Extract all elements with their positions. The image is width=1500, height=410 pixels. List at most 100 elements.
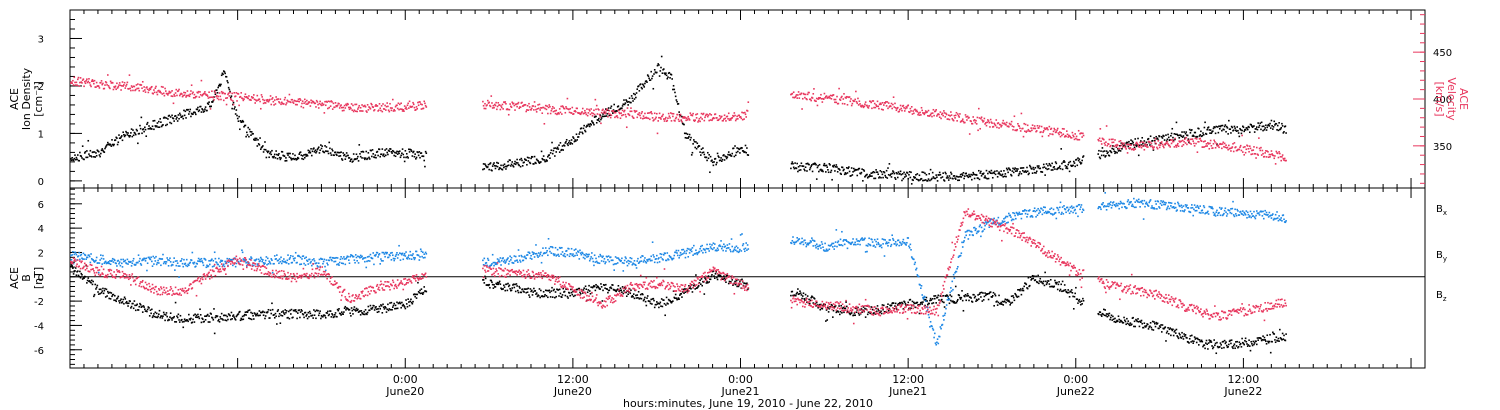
data-point bbox=[869, 100, 872, 103]
data-point bbox=[259, 148, 262, 150]
data-point bbox=[923, 298, 926, 301]
data-point bbox=[980, 291, 983, 294]
data-point bbox=[273, 99, 276, 101]
data-point bbox=[129, 134, 131, 137]
data-point bbox=[183, 109, 185, 112]
data-point bbox=[853, 100, 856, 102]
data-point bbox=[960, 176, 963, 178]
data-point bbox=[982, 120, 985, 122]
data-point bbox=[553, 288, 555, 291]
data-point bbox=[147, 91, 150, 94]
data-point bbox=[1098, 156, 1101, 159]
data-point bbox=[511, 287, 514, 289]
data-point bbox=[808, 168, 811, 171]
data-point bbox=[79, 77, 82, 79]
data-point bbox=[973, 119, 976, 121]
data-point bbox=[186, 319, 189, 322]
data-point bbox=[513, 104, 516, 107]
data-point bbox=[202, 108, 204, 111]
data-point bbox=[1226, 146, 1229, 149]
data-point bbox=[1270, 119, 1273, 122]
data-point bbox=[1008, 299, 1010, 302]
data-point bbox=[484, 107, 487, 110]
data-point bbox=[970, 173, 972, 176]
data-point bbox=[96, 284, 99, 287]
data-point bbox=[107, 290, 109, 293]
data-point bbox=[1061, 162, 1063, 165]
data-point bbox=[959, 296, 961, 299]
data-point bbox=[224, 319, 226, 321]
data-point bbox=[310, 99, 312, 102]
data-point bbox=[99, 292, 101, 295]
data-point bbox=[279, 98, 282, 100]
data-point bbox=[855, 307, 857, 310]
data-point bbox=[523, 291, 525, 293]
data-point bbox=[1144, 143, 1146, 146]
data-point bbox=[1200, 130, 1202, 133]
data-point bbox=[936, 180, 939, 182]
data-point bbox=[1027, 276, 1030, 279]
data-point bbox=[849, 100, 852, 103]
data-point bbox=[711, 159, 713, 162]
data-point bbox=[950, 173, 953, 175]
data-point bbox=[417, 104, 420, 107]
data-point bbox=[360, 150, 363, 153]
data-point bbox=[700, 283, 702, 286]
data-point bbox=[1166, 138, 1169, 141]
data-point bbox=[588, 110, 591, 112]
data-point bbox=[858, 314, 861, 316]
data-point bbox=[1212, 127, 1215, 130]
data-point bbox=[381, 110, 384, 113]
data-point bbox=[225, 319, 228, 322]
data-point bbox=[698, 117, 701, 120]
data-point bbox=[1275, 150, 1278, 153]
data-point bbox=[964, 114, 967, 116]
data-point bbox=[486, 166, 489, 168]
data-point bbox=[965, 299, 968, 302]
data-point bbox=[1049, 164, 1051, 166]
data-point bbox=[90, 80, 93, 83]
data-point bbox=[130, 307, 132, 309]
data-point bbox=[331, 313, 333, 315]
data-point bbox=[669, 77, 671, 79]
data-point bbox=[352, 110, 355, 113]
data-point bbox=[621, 114, 623, 117]
data-point bbox=[551, 105, 554, 108]
data-point bbox=[265, 156, 268, 159]
data-point bbox=[836, 310, 839, 312]
data-point bbox=[301, 157, 303, 160]
data-point bbox=[397, 150, 400, 153]
data-point bbox=[88, 155, 91, 157]
data-point bbox=[565, 106, 567, 108]
data-point bbox=[706, 280, 708, 283]
data-point bbox=[1100, 143, 1103, 145]
data-point bbox=[1159, 144, 1162, 146]
data-point bbox=[512, 165, 515, 168]
data-point bbox=[924, 110, 927, 112]
data-point bbox=[1133, 146, 1136, 149]
data-point bbox=[676, 100, 678, 103]
data-point bbox=[301, 100, 304, 103]
data-point bbox=[714, 157, 717, 160]
data-point bbox=[1063, 161, 1066, 163]
data-point bbox=[302, 106, 305, 109]
data-point bbox=[1021, 289, 1023, 292]
data-point bbox=[606, 288, 609, 290]
data-point bbox=[228, 88, 231, 91]
data-point bbox=[558, 144, 560, 147]
data-point bbox=[1174, 133, 1177, 136]
data-point bbox=[130, 89, 132, 92]
data-point bbox=[297, 98, 300, 101]
data-point bbox=[120, 136, 122, 138]
data-point bbox=[388, 308, 391, 310]
data-point bbox=[949, 294, 951, 296]
data-point bbox=[403, 156, 405, 159]
data-point bbox=[529, 288, 532, 290]
data-point bbox=[654, 118, 657, 120]
data-point bbox=[116, 82, 118, 85]
data-point bbox=[1181, 139, 1184, 142]
data-point bbox=[109, 144, 112, 146]
data-point bbox=[100, 291, 103, 294]
data-point bbox=[1040, 131, 1042, 133]
data-point bbox=[295, 100, 298, 103]
